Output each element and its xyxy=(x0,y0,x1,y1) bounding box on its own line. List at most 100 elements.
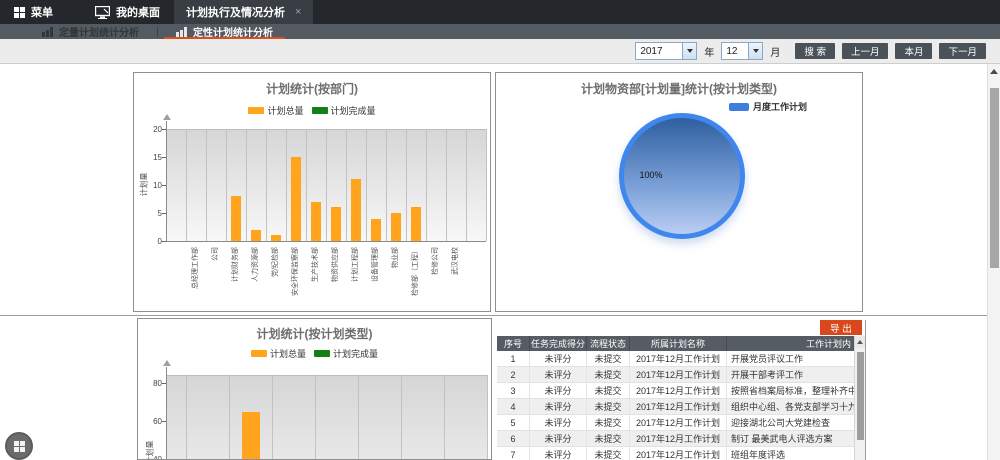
table-cell: 未评分 xyxy=(530,383,587,398)
x-axis-label: 设备管理部 xyxy=(372,247,379,282)
scroll-up-icon[interactable] xyxy=(988,64,1000,78)
chart-title: 计划统计(按计划类型) xyxy=(256,327,373,341)
legend-swatch-done xyxy=(314,350,330,357)
tick-mark xyxy=(162,185,166,186)
desktop-icon xyxy=(95,5,110,19)
table-cell: 迎接湖北公司大党建检查 xyxy=(731,418,831,428)
y-tick-label: 0 xyxy=(157,237,162,246)
pie-chart[interactable] xyxy=(619,113,745,239)
table-body: 1 未评分 未提交 2017年12月工作计划 开展党员评议工作 2 未评分 未提交 2017年1… xyxy=(497,351,854,460)
y-tick-label: 5 xyxy=(157,209,162,218)
grid-line xyxy=(486,129,487,241)
table-scrollbar-thumb[interactable] xyxy=(857,352,864,440)
row-divider xyxy=(0,315,987,316)
bar-计划总量[interactable] xyxy=(391,213,401,241)
table-cell: 班组年度评选 xyxy=(731,450,786,460)
bar-chart-icon xyxy=(176,26,187,37)
close-icon[interactable]: × xyxy=(295,6,302,18)
y-tick-label: 80 xyxy=(153,379,162,388)
x-axis-label: 武汉电校 xyxy=(452,247,459,275)
month-select-value: 12 xyxy=(726,45,738,57)
bar-计划总量[interactable] xyxy=(331,207,341,241)
pie-slice-label: 100% xyxy=(639,170,663,180)
tab-quantitative-analysis[interactable]: 定量计划统计分析 xyxy=(30,24,151,39)
bar-计划总量[interactable] xyxy=(411,207,421,241)
legend-swatch-done xyxy=(311,107,328,114)
table-header-row: 序号 任务完成得分 流程状态 所属计划名称 工作计划内 xyxy=(497,336,854,351)
bar-计划总量[interactable] xyxy=(251,229,261,241)
x-axis-label: 检修部（工程） xyxy=(412,247,419,296)
legend-label-done: 计划完成量 xyxy=(330,106,376,116)
scroll-up-icon[interactable] xyxy=(855,336,865,348)
table-cell: 2017年12月工作计划 xyxy=(630,383,727,398)
table-cell: 开展干部考评工作 xyxy=(731,370,804,380)
pie-chart-panel: 计划物资部[计划量]统计(按计划类型) 月度工作计划 100% xyxy=(495,72,863,312)
export-button[interactable]: 导 出 xyxy=(820,320,862,335)
bar-计划总量[interactable] xyxy=(231,196,241,241)
table-cell: 未提交 xyxy=(587,367,630,382)
tick-mark xyxy=(162,383,166,384)
year-select-value: 2017 xyxy=(640,45,663,57)
table-cell: 5 xyxy=(497,415,530,430)
table-cell: 未提交 xyxy=(587,415,630,430)
tab-plan-execution-analysis[interactable]: 计划执行及情况分析 × xyxy=(174,0,314,24)
top-menu-bar: 菜单 我的桌面 计划执行及情况分析 × xyxy=(0,0,1000,24)
table-row[interactable]: 1 未评分 未提交 2017年12月工作计划 开展党员评议工作 xyxy=(497,351,854,367)
current-month-button[interactable]: 本月 xyxy=(895,43,933,59)
column-header[interactable]: 所属计划名称 xyxy=(630,336,727,351)
x-axis-label: 生产技术部 xyxy=(312,247,319,282)
legend-label-monthly: 月度工作计划 xyxy=(752,102,807,112)
table-row[interactable]: 5 未评分 未提交 2017年12月工作计划 迎接湖北公司大党建检查 xyxy=(497,415,854,431)
my-desktop-button[interactable]: 我的桌面 xyxy=(81,0,174,24)
table-row[interactable]: 6 未评分 未提交 2017年12月工作计划 制订 最美武电人评选方案 xyxy=(497,431,854,447)
tick-mark xyxy=(162,157,166,158)
tab-qualitative-label: 定性计划统计分析 xyxy=(193,28,273,39)
chevron-down-icon[interactable] xyxy=(748,43,763,59)
y-tick-label: 15 xyxy=(153,153,162,162)
table-cell: 未提交 xyxy=(587,383,630,398)
x-axis-label: 人力资源部 xyxy=(252,247,259,282)
tab-qualitative-analysis[interactable]: 定性计划统计分析 xyxy=(164,24,285,39)
column-header[interactable]: 工作计划内 xyxy=(805,339,851,349)
grid-line xyxy=(226,129,227,241)
year-select[interactable]: 2017 xyxy=(635,42,698,60)
bar-计划总量[interactable] xyxy=(311,201,321,241)
pie-legend: 月度工作计划 xyxy=(728,100,807,113)
table-scrollbar[interactable] xyxy=(854,336,865,460)
grid-line xyxy=(286,129,287,241)
my-desktop-label: 我的桌面 xyxy=(116,7,160,19)
widget-launcher-button[interactable] xyxy=(5,432,33,460)
column-header[interactable]: 序号 xyxy=(497,336,530,351)
table-cell: 组织中心组、各党支部学习十九大精 xyxy=(731,402,854,412)
bar-计划总量[interactable] xyxy=(271,235,281,241)
month-unit-label: 月 xyxy=(770,47,781,59)
table-row[interactable]: 2 未评分 未提交 2017年12月工作计划 开展干部考评工作 xyxy=(497,367,854,383)
chart-legend: 计划总量 计划完成量 xyxy=(134,104,490,117)
column-header[interactable]: 任务完成得分 xyxy=(530,336,587,351)
table-cell: 制订 最美武电人评选方案 xyxy=(731,434,833,444)
x-axis-label: 党/纪检部 xyxy=(272,247,279,277)
chevron-down-icon[interactable] xyxy=(682,43,697,59)
column-header[interactable]: 流程状态 xyxy=(587,336,630,351)
bar-计划总量[interactable] xyxy=(291,157,301,241)
table-cell: 3 xyxy=(497,383,530,398)
bar-计划总量[interactable] xyxy=(351,179,361,241)
bar-计划总量[interactable] xyxy=(371,218,381,241)
table-row[interactable]: 7 未评分 未提交 2017年12月工作计划 班组年度评选 xyxy=(497,447,854,460)
menu-button[interactable]: 菜单 xyxy=(0,0,67,24)
bar-计划总量[interactable] xyxy=(241,411,260,459)
y-tick-label: 10 xyxy=(153,181,162,190)
tick-mark xyxy=(162,241,166,242)
main-scrollbar[interactable] xyxy=(987,64,1000,460)
table-cell: 2017年12月工作计划 xyxy=(630,367,727,382)
prev-month-button[interactable]: 上一月 xyxy=(841,43,889,59)
chart-title: 计划统计(按部门) xyxy=(266,82,358,96)
search-button[interactable]: 搜 索 xyxy=(795,43,835,59)
grid-line xyxy=(386,129,387,241)
grid-line xyxy=(346,129,347,241)
month-select[interactable]: 12 xyxy=(721,42,764,60)
main-scrollbar-thumb[interactable] xyxy=(990,88,999,268)
next-month-button[interactable]: 下一月 xyxy=(939,43,986,59)
